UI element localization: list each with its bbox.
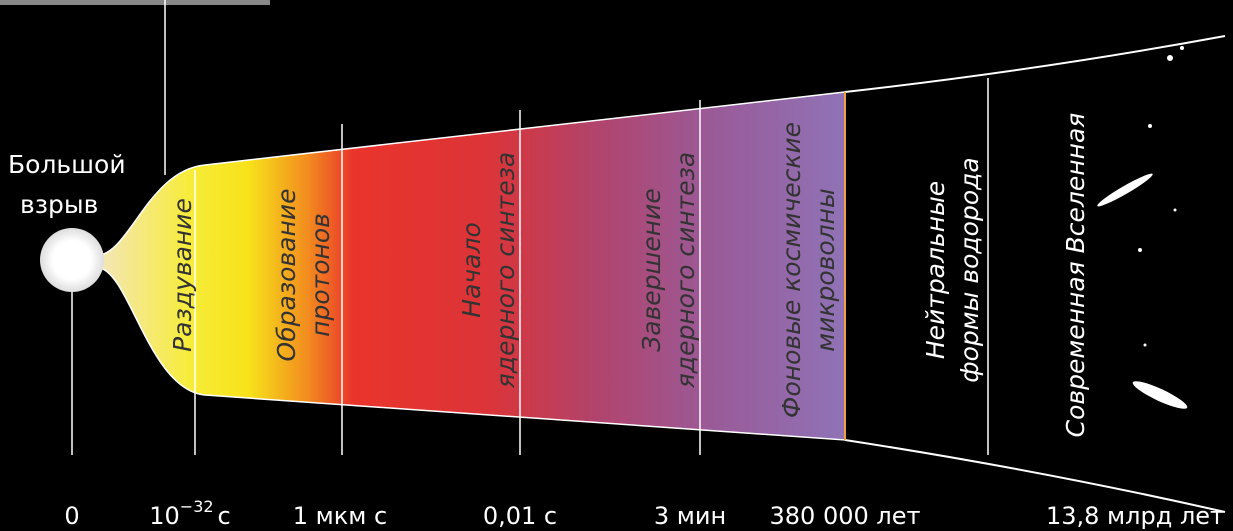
epoch-label: Завершение bbox=[637, 188, 666, 352]
time-base: 10 bbox=[149, 502, 180, 530]
time-label: 380 000 лет bbox=[770, 502, 921, 530]
epoch-label: Начало bbox=[457, 222, 486, 317]
time-label: 13,8 млрд лет bbox=[1046, 502, 1224, 530]
time-unit: с bbox=[218, 502, 231, 530]
time-exponent: −32 bbox=[180, 497, 214, 516]
time-label: 3 мин bbox=[654, 502, 726, 530]
epoch-label: протонов bbox=[306, 213, 335, 337]
time-label: 1 мкм с bbox=[293, 502, 387, 530]
label: Большой bbox=[8, 150, 126, 179]
epoch-label: ядерного синтеза bbox=[671, 152, 700, 389]
time-label: 10−32 с bbox=[149, 497, 231, 530]
funnel-edge bbox=[844, 35, 1226, 513]
top-image bbox=[0, 0, 270, 5]
epoch-label: формы водорода bbox=[955, 157, 984, 382]
epoch-label: Раздувание bbox=[168, 198, 197, 352]
time-label: 0,01 с bbox=[483, 502, 557, 530]
epoch-label: ядерного синтеза bbox=[491, 152, 520, 389]
big-bang-circle bbox=[40, 228, 104, 292]
dividers bbox=[71, 0, 989, 455]
galaxies bbox=[1097, 46, 1188, 409]
time-label: 0 bbox=[64, 502, 79, 530]
label: взрыв bbox=[20, 190, 98, 219]
epoch-label: Фоновые космические bbox=[777, 122, 806, 418]
epoch-label: Нейтральные bbox=[921, 181, 950, 359]
funnel bbox=[99, 91, 846, 441]
epoch-label: Современная Вселенная bbox=[1061, 113, 1090, 438]
epoch-label: микроволны bbox=[811, 188, 840, 351]
epoch-label: Образование bbox=[272, 189, 301, 362]
